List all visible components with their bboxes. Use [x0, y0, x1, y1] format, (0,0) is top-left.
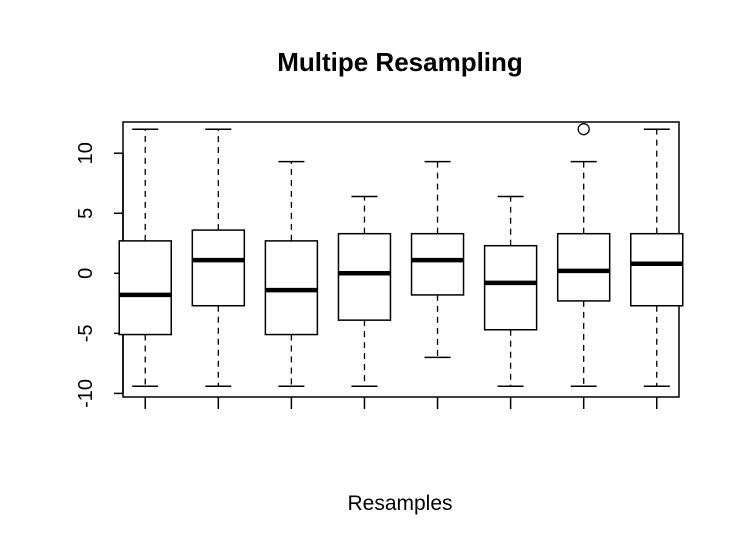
chart-title: Multipe Resampling	[277, 47, 523, 77]
box-7	[556, 123, 611, 387]
box-1	[118, 128, 172, 387]
iqr-box	[630, 232, 684, 307]
box-4	[337, 195, 392, 387]
box-8	[630, 128, 684, 387]
y-tick-label: 5	[75, 208, 97, 219]
y-tick-label: -10	[75, 379, 97, 408]
boxes-layer	[118, 123, 684, 387]
iqr-box	[337, 232, 392, 321]
box-6	[483, 195, 538, 387]
outlier-point	[577, 123, 590, 136]
box-3	[264, 160, 319, 387]
iqr-box	[556, 232, 611, 302]
box-5	[410, 160, 465, 359]
iqr-box	[264, 240, 319, 336]
y-tick-label: -5	[75, 324, 97, 342]
y-tick-label: 0	[75, 268, 97, 279]
y-tick-label: 10	[75, 142, 97, 164]
x-axis-label: Resamples	[347, 492, 452, 515]
iqr-box	[191, 229, 246, 307]
x-axis	[144, 397, 658, 409]
iqr-box	[483, 244, 538, 331]
iqr-box	[118, 240, 172, 336]
y-axis: -10 -5 0 5 10	[75, 142, 124, 408]
iqr-box	[410, 232, 465, 296]
box-2	[191, 128, 246, 387]
